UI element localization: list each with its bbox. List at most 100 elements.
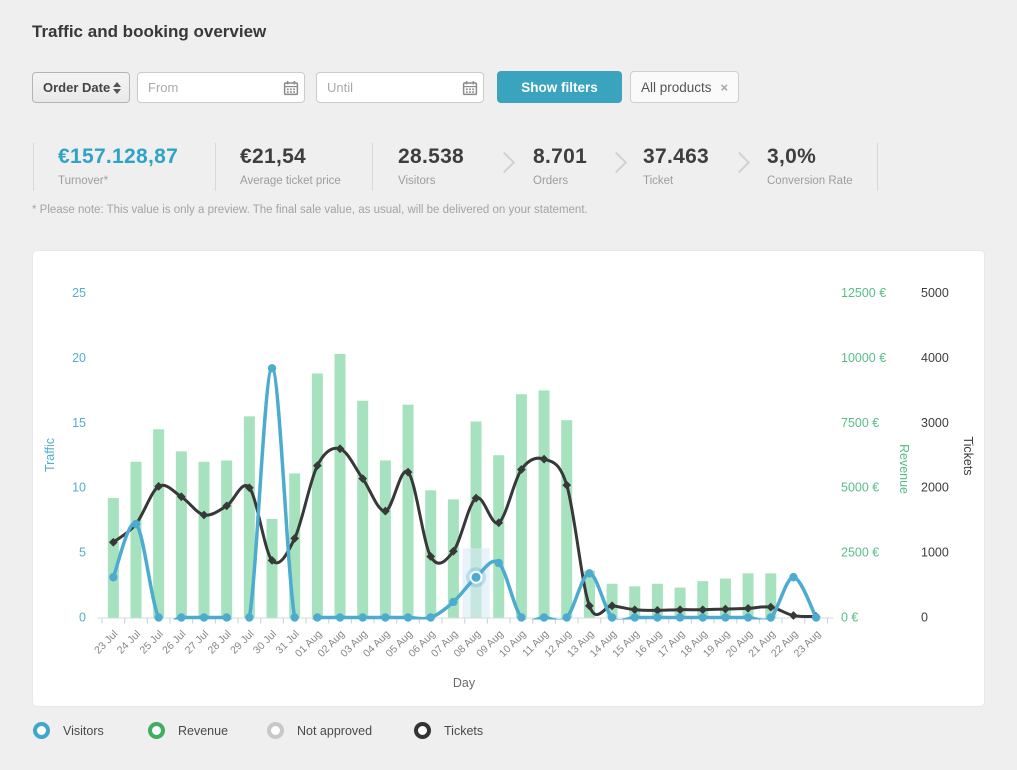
legend-item-visitors[interactable]: Visitors [33, 722, 104, 739]
visitors-point[interactable] [494, 558, 503, 568]
tickets-point[interactable] [380, 506, 390, 516]
show-filters-button[interactable]: Show filters [497, 71, 622, 103]
chevron-right-icon [605, 151, 628, 174]
visitors-point[interactable] [199, 613, 209, 622]
visitors-point[interactable] [698, 613, 707, 622]
remove-filter-icon[interactable]: × [720, 79, 729, 95]
tickets-point[interactable] [494, 518, 504, 528]
revenue-bar[interactable] [379, 460, 391, 618]
revenue-bar[interactable] [765, 573, 777, 618]
date-type-select-value: Order Date [43, 80, 111, 95]
visitors-point[interactable] [721, 613, 730, 622]
tickets-point[interactable] [108, 537, 118, 547]
revenue-bar[interactable] [266, 518, 278, 618]
kpi-value: 8.701 [533, 145, 588, 168]
traffic-axis-title: Traffic [43, 438, 57, 472]
revenue-bar[interactable] [447, 499, 459, 618]
revenue-bar[interactable] [697, 581, 709, 618]
revenue-bar[interactable] [629, 586, 641, 618]
revenue-bar[interactable] [311, 373, 323, 618]
tickets-point[interactable] [335, 444, 345, 454]
revenue-bar[interactable] [515, 394, 527, 618]
visitors-point[interactable] [426, 613, 435, 622]
visitors-point[interactable] [630, 613, 639, 622]
legend-item-not-approved[interactable]: Not approved [267, 722, 372, 739]
kpi-label: Orders [533, 175, 569, 187]
visitors-point[interactable] [335, 613, 345, 622]
tickets-point[interactable] [539, 454, 549, 464]
revenue-bar[interactable] [606, 583, 618, 618]
revenue-bar[interactable] [198, 461, 210, 618]
visitors-point[interactable] [358, 613, 367, 622]
revenue-bar[interactable] [538, 390, 550, 618]
until-date-input[interactable] [316, 72, 484, 103]
revenue-bar[interactable] [107, 498, 119, 618]
legend-label: Not approved [297, 723, 373, 738]
calendar-icon[interactable] [462, 80, 478, 96]
visitors-point[interactable] [267, 364, 277, 373]
tickets-point[interactable] [766, 602, 776, 612]
tickets-point[interactable] [267, 556, 277, 565]
revenue-bar[interactable] [357, 400, 369, 618]
legend-item-tickets[interactable]: Tickets [414, 722, 483, 739]
revenue-bar[interactable] [583, 570, 595, 618]
legend-item-revenue[interactable]: Revenue [148, 722, 228, 739]
tickets-point[interactable] [199, 510, 209, 520]
revenue-bar[interactable] [130, 461, 142, 618]
visitors-point[interactable] [449, 597, 458, 607]
x-axis-title: Day [453, 676, 476, 690]
visitors-point[interactable] [675, 613, 685, 622]
from-date-input[interactable] [137, 72, 305, 103]
revenue-bar[interactable] [243, 416, 255, 618]
visitors-point[interactable] [789, 573, 798, 582]
kpi-label: Conversion Rate [767, 175, 853, 187]
visitors-point[interactable] [811, 613, 821, 622]
visitors-point[interactable] [517, 613, 526, 622]
revenue-bar[interactable] [493, 455, 505, 618]
visitors-point[interactable] [562, 613, 571, 622]
visitors-point[interactable] [539, 613, 549, 622]
tickets-point[interactable] [358, 474, 368, 483]
visitors-point[interactable] [653, 613, 662, 622]
visitors-point[interactable] [131, 519, 141, 529]
visitors-point[interactable] [290, 613, 299, 622]
revenue-bar[interactable] [175, 451, 187, 618]
visitors-point[interactable] [177, 613, 186, 622]
revenue-bar[interactable] [153, 429, 165, 618]
calendar-icon[interactable] [283, 80, 299, 96]
revenue-bar[interactable] [561, 420, 573, 618]
visitors-point[interactable] [313, 613, 322, 622]
legend-label: Tickets [444, 723, 484, 738]
tickets-point[interactable] [675, 605, 685, 615]
revenue-bar[interactable] [334, 354, 346, 618]
visitors-point[interactable] [607, 613, 617, 622]
tickets-point[interactable] [176, 492, 186, 502]
date-type-select[interactable]: Order Date [32, 72, 130, 103]
revenue-bar[interactable] [719, 578, 731, 618]
visitors-point[interactable] [766, 613, 775, 622]
visitors-point[interactable] [109, 573, 118, 582]
product-filter-chip[interactable]: All products × [630, 71, 740, 103]
visitors-point[interactable] [585, 569, 594, 578]
revenue-bar[interactable] [651, 583, 663, 618]
tickets-point[interactable] [449, 546, 458, 556]
visitors-point[interactable] [403, 613, 413, 622]
revenue-bar[interactable] [674, 587, 686, 618]
visitors-point[interactable] [222, 613, 231, 622]
revenue-bar[interactable] [289, 473, 301, 618]
tickets-point[interactable] [290, 533, 300, 543]
visitors-point[interactable] [381, 613, 390, 622]
tickets-point[interactable] [471, 493, 481, 503]
visitors-point[interactable] [154, 613, 163, 622]
revenue-bar[interactable] [470, 421, 482, 618]
revenue-bar[interactable] [402, 404, 414, 618]
visitors-point[interactable] [743, 613, 753, 622]
revenue-bar[interactable] [221, 460, 233, 618]
traffic-axis-tick: 20 [72, 351, 86, 365]
revenue-bar[interactable] [742, 573, 754, 618]
tickets-point[interactable] [789, 611, 798, 620]
tickets-point[interactable] [721, 604, 730, 614]
visitors-point[interactable] [245, 613, 254, 622]
tickets-point[interactable] [517, 465, 526, 474]
selected-point[interactable] [469, 570, 483, 584]
